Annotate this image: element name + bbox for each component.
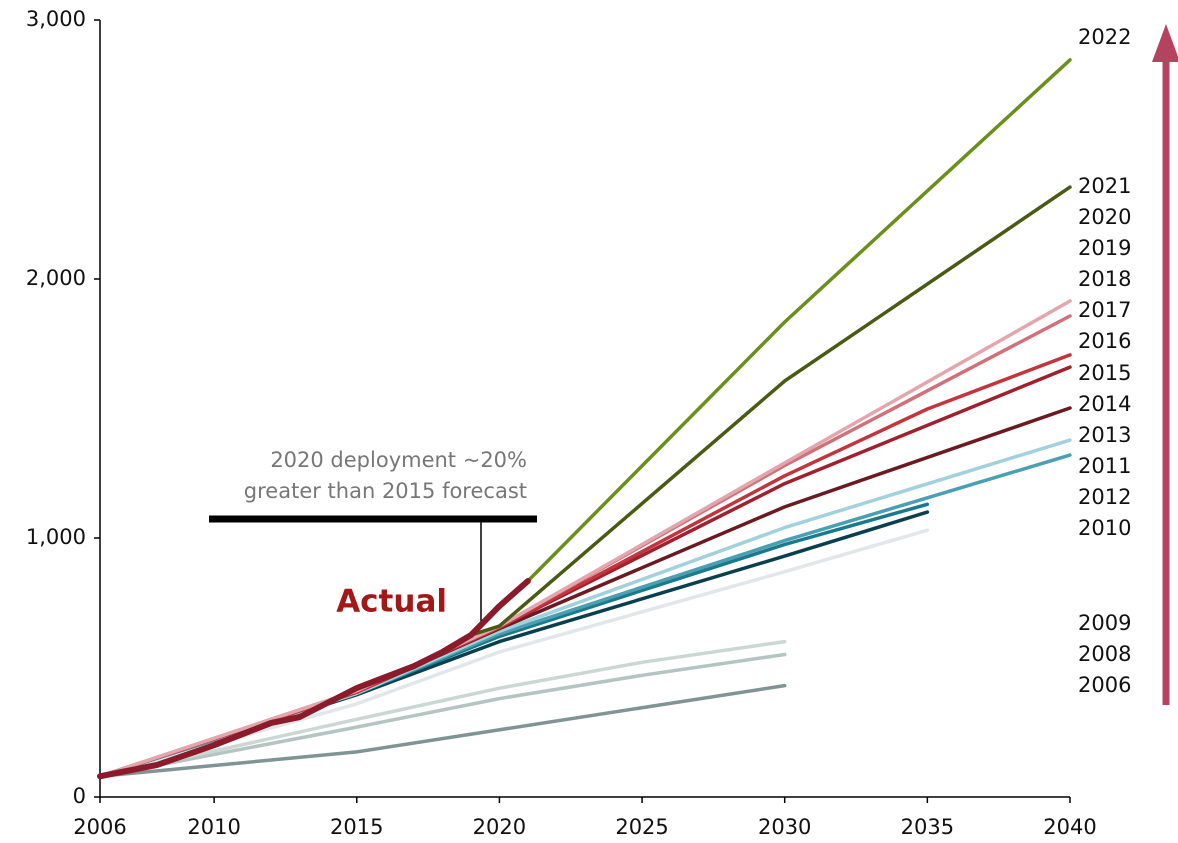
forecast-line bbox=[98, 652, 787, 779]
x-tick-label: 2006 bbox=[73, 815, 126, 839]
forecast-line bbox=[98, 528, 930, 779]
forecast-line bbox=[98, 353, 1072, 779]
year-label: 2010 bbox=[1078, 516, 1131, 540]
year-label: 2022 bbox=[1078, 25, 1131, 49]
x-tick-label: 2015 bbox=[330, 815, 383, 839]
x-tick-label: 2030 bbox=[758, 815, 811, 839]
annotation: greater than 2015 forecast bbox=[244, 479, 527, 503]
year-label: 2020 bbox=[1078, 205, 1131, 229]
year-label: 2019 bbox=[1078, 236, 1131, 260]
forecast-line bbox=[98, 683, 787, 779]
actual-label: Actual bbox=[336, 584, 447, 620]
x-tick-label: 2025 bbox=[615, 815, 668, 839]
forecast-line bbox=[98, 639, 787, 779]
year-label: 2017 bbox=[1078, 298, 1131, 322]
x-tick-label: 2010 bbox=[187, 815, 240, 839]
y-tick-label: 3,000 bbox=[26, 7, 86, 31]
year-label: 2006 bbox=[1078, 673, 1131, 697]
year-label: 2013 bbox=[1078, 423, 1131, 447]
y-tick-label: 2,000 bbox=[26, 266, 86, 290]
year-label: 2015 bbox=[1078, 361, 1131, 385]
year-label: 2012 bbox=[1078, 485, 1131, 509]
year-label: 2009 bbox=[1078, 611, 1131, 635]
x-tick-label: 2040 bbox=[1043, 815, 1096, 839]
year-label: 2014 bbox=[1078, 392, 1131, 416]
forecast-line bbox=[98, 299, 1072, 779]
x-tick-label: 2020 bbox=[473, 815, 526, 839]
actual-line bbox=[97, 578, 531, 780]
year-label: 2016 bbox=[1078, 329, 1131, 353]
y-tick-label: 1,000 bbox=[26, 525, 86, 549]
y-tick-label: 0 bbox=[73, 784, 86, 808]
forecast-line bbox=[526, 58, 1072, 583]
year-label: 2021 bbox=[1078, 174, 1131, 198]
year-label: 2011 bbox=[1078, 454, 1131, 478]
year-label: 2008 bbox=[1078, 642, 1131, 666]
forecast-line bbox=[469, 185, 1072, 637]
annotation: 2020 deployment ~20% bbox=[270, 448, 527, 472]
forecast-line bbox=[98, 406, 1072, 779]
arrow-head bbox=[1152, 24, 1178, 62]
year-label: 2018 bbox=[1078, 267, 1131, 291]
x-tick-label: 2035 bbox=[901, 815, 954, 839]
